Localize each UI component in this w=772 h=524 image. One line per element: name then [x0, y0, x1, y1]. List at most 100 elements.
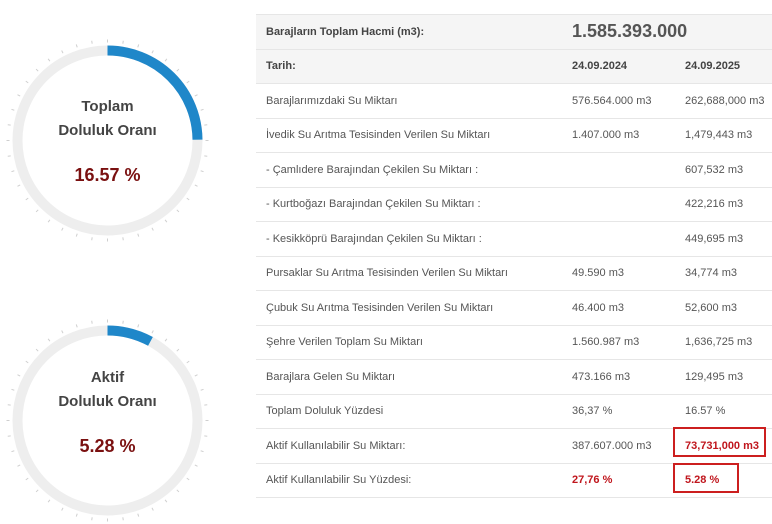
gauge-tick — [35, 68, 39, 72]
gauge-tick — [75, 233, 78, 237]
gauge-tick — [200, 108, 204, 111]
active-fill-label-line2: Doluluk Oranı — [58, 393, 157, 410]
gauge-tick — [164, 499, 168, 503]
gauge-tick — [61, 50, 64, 54]
row-value-2024: 576.564.000 m3 — [562, 83, 675, 119]
gauge-tick — [151, 330, 154, 334]
total-fill-gauge: Toplam Doluluk Oranı 16.57 % — [5, 38, 210, 243]
row-value-2024-red: 27,76 % — [562, 463, 675, 498]
gauge-tick — [176, 489, 180, 493]
gauge-tick — [47, 219, 51, 223]
gauge-tick — [25, 197, 29, 201]
gauge-tick — [75, 324, 78, 328]
row-value-2025: 262,688,000 m3 — [675, 83, 772, 119]
row-label: Aktif Kullanılabilir Su Miktarı: — [256, 428, 562, 464]
gauge-tick — [151, 507, 154, 511]
table-row: Çubuk Su Arıtma Tesisinden Verilen Su Mi… — [256, 290, 772, 326]
gauge-tick — [61, 330, 64, 334]
gauge-tick — [194, 464, 198, 467]
table-row: Aktif Kullanılabilir Su Miktarı: 387.607… — [256, 428, 772, 464]
total-fill-label-line1: Toplam — [81, 98, 134, 115]
date-label: Tarih: — [256, 49, 562, 84]
gauge-tick — [17, 184, 21, 187]
table-row: Tarih: 24.09.2024 24.09.2025 — [256, 49, 772, 84]
table-row: Barajlara Gelen Su Miktarı 473.166 m3 12… — [256, 359, 772, 395]
gauge-tick — [61, 227, 64, 231]
table-row: - Kurtboğazı Barajından Çekilen Su Mikta… — [256, 187, 772, 222]
row-label: - Kesikköprü Barajından Çekilen Su Mikta… — [256, 221, 562, 257]
active-fill-gauge-ring — [6, 319, 209, 522]
table-row: Pursaklar Su Arıtma Tesisinden Verilen S… — [256, 256, 772, 291]
row-value-2025: 422,216 m3 — [675, 187, 772, 222]
gauge-tick — [137, 324, 140, 328]
highlight-box-active-amount — [673, 427, 766, 457]
gauge-tick — [194, 94, 198, 97]
gauge-fill-arc — [107, 45, 203, 140]
gauge-tick — [200, 450, 204, 453]
gauge-tick — [25, 477, 29, 481]
gauge-tick — [17, 94, 21, 97]
gauge-tick — [35, 209, 39, 213]
gauge-tick — [176, 209, 180, 213]
gauge-tick — [75, 513, 78, 517]
gauge-tick — [164, 58, 168, 62]
gauge-fill-arc — [107, 325, 153, 346]
row-value-2025: 16.57 % — [675, 394, 772, 429]
row-value-2025: 607,532 m3 — [675, 152, 772, 188]
row-value-2024: 473.166 m3 — [562, 359, 675, 395]
row-label: Aktif Kullanılabilir Su Yüzdesi: — [256, 463, 562, 498]
row-value-2024: 36,37 % — [562, 394, 675, 429]
gauge-tick — [11, 388, 15, 391]
gauge-tick — [11, 450, 15, 453]
gauge-tick — [61, 507, 64, 511]
active-fill-gauge: Aktif Doluluk Oranı 5.28 % — [5, 318, 210, 523]
row-label: - Kurtboğazı Barajından Çekilen Su Mikta… — [256, 187, 562, 222]
gauge-tick — [186, 80, 190, 84]
row-label: Barajlara Gelen Su Miktarı — [256, 359, 562, 395]
gauge-tick — [137, 44, 140, 48]
highlight-box-active-percent — [673, 463, 739, 493]
gauge-tick — [25, 80, 29, 84]
row-value-2024: 46.400 m3 — [562, 290, 675, 326]
gauge-tick — [186, 477, 190, 481]
gauge-tick — [151, 50, 154, 54]
row-label: Toplam Doluluk Yüzdesi — [256, 394, 562, 429]
gauge-tick — [75, 44, 78, 48]
table-row: Barajlarımızdaki Su Miktarı 576.564.000 … — [256, 83, 772, 119]
row-value-2024 — [562, 152, 675, 188]
gauge-tick — [186, 360, 190, 364]
row-value-2024: 49.590 m3 — [562, 256, 675, 291]
active-fill-value: 5.28 % — [79, 436, 136, 456]
date-2025: 24.09.2025 — [675, 49, 772, 84]
row-value-2025: 449,695 m3 — [675, 221, 772, 257]
table-row: İvedik Su Arıtma Tesisinden Verilen Su M… — [256, 118, 772, 153]
gauge-tick — [35, 348, 39, 352]
gauge-tick — [151, 227, 154, 231]
total-fill-gauge-ring — [6, 39, 209, 242]
row-label: Barajlarımızdaki Su Miktarı — [256, 83, 562, 119]
row-value-2025: 1,636,725 m3 — [675, 325, 772, 360]
row-label: Şehre Verilen Toplam Su Miktarı — [256, 325, 562, 360]
row-value-2025: 34,774 m3 — [675, 256, 772, 291]
table-row: Şehre Verilen Toplam Su Miktarı 1.560.98… — [256, 325, 772, 360]
gauge-tick — [194, 374, 198, 377]
gauge-tick — [17, 374, 21, 377]
dam-volume-table: Barajların Toplam Hacmi (m3): 1.585.393.… — [256, 14, 772, 498]
table-row: Barajların Toplam Hacmi (m3): 1.585.393.… — [256, 14, 772, 50]
row-value-2024 — [562, 187, 675, 222]
gauge-tick — [11, 170, 15, 173]
row-value-2025-highlighted: 73,731,000 m3 — [675, 428, 772, 464]
gauge-tick — [137, 513, 140, 517]
row-label: Çubuk Su Arıtma Tesisinden Verilen Su Mi… — [256, 290, 562, 326]
row-value-2024: 387.607.000 m3 — [562, 428, 675, 464]
row-label: Pursaklar Su Arıtma Tesisinden Verilen S… — [256, 256, 562, 291]
row-label: İvedik Su Arıtma Tesisinden Verilen Su M… — [256, 118, 562, 153]
row-value-2025: 52,600 m3 — [675, 290, 772, 326]
gauge-tick — [47, 338, 51, 342]
row-value-2024 — [562, 221, 675, 257]
row-value-2025: 1,479,443 m3 — [675, 118, 772, 153]
gauge-tick — [164, 219, 168, 223]
table-row: - Çamlıdere Barajından Çekilen Su Miktar… — [256, 152, 772, 188]
row-value-2024: 1.560.987 m3 — [562, 325, 675, 360]
gauge-tick — [25, 360, 29, 364]
